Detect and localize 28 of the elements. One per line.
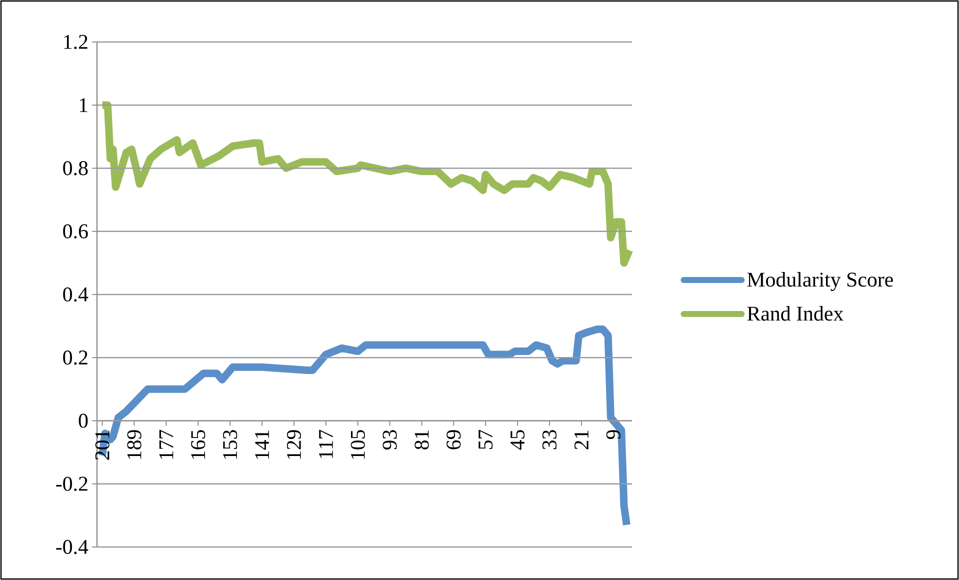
x-tick-label: 153 (223, 430, 238, 459)
x-tick-label: 129 (286, 430, 301, 459)
legend-label: Rand Index (747, 306, 844, 321)
x-tick-label: 201 (95, 430, 110, 460)
x-tick-label: 93 (382, 430, 397, 450)
x-tick-label: 57 (478, 430, 493, 449)
legend-label: Modularity Score (747, 272, 893, 292)
x-tick-label: 105 (350, 430, 365, 459)
x-tick-label: 165 (191, 430, 206, 459)
y-tick-label: 0.2 (63, 350, 88, 365)
y-tick-label: 0 (78, 414, 88, 428)
x-tick-label: 9 (606, 430, 620, 440)
y-tick-label: -0.2 (56, 476, 88, 491)
y-tick-label: 0.6 (63, 224, 88, 238)
y-tick-label: 1.2 (64, 34, 88, 50)
x-tick-label: 117 (319, 430, 333, 458)
y-tick-label: -0.4 (56, 540, 88, 554)
y-tick-label: 0.4 (63, 287, 88, 302)
y-tick-label: 1 (80, 98, 88, 112)
x-tick-label: 141 (255, 430, 269, 459)
x-tick-label: 21 (574, 430, 588, 450)
x-tick-label: 189 (127, 430, 142, 459)
x-tick-label: 177 (159, 430, 174, 459)
x-tick-label: 69 (446, 430, 461, 450)
x-tick-label: 33 (542, 430, 557, 450)
y-tick-label: 0.8 (63, 161, 88, 176)
x-tick-label: 45 (510, 430, 525, 450)
x-tick-label: 81 (414, 430, 429, 450)
